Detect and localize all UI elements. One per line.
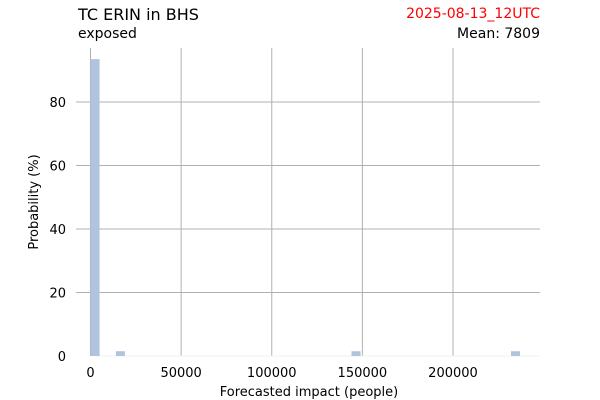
x-axis-label: Forecasted impact (people) <box>220 385 398 400</box>
bars <box>90 59 521 356</box>
x-tick-label: 100000 <box>247 366 297 381</box>
tick-labels: 0 20 40 60 80 0 50000 100000 150000 200000 <box>49 96 477 381</box>
mean-value: Mean: 7809 <box>457 26 540 42</box>
histogram-bar <box>90 59 100 356</box>
y-tick-label: 60 <box>49 159 66 174</box>
x-tick-label: 200000 <box>428 366 478 381</box>
y-axis-label: Probability (%) <box>27 154 42 249</box>
y-tick-label: 80 <box>49 96 66 111</box>
y-tick-label: 0 <box>58 350 66 365</box>
x-tick-label: 150000 <box>338 366 388 381</box>
chart-subtitle: exposed <box>78 26 137 42</box>
histogram-bar <box>115 351 125 356</box>
y-tick-label: 20 <box>49 286 66 301</box>
histogram-bar <box>511 351 521 356</box>
x-tick-label: 50000 <box>160 366 201 381</box>
histogram-bar <box>351 351 361 356</box>
chart-title: TC ERIN in BHS <box>78 5 199 24</box>
forecast-timestamp: 2025-08-13_12UTC <box>406 6 540 22</box>
y-tick-label: 40 <box>49 223 66 238</box>
grid-lines <box>76 48 540 357</box>
x-tick-label: 0 <box>86 366 94 381</box>
